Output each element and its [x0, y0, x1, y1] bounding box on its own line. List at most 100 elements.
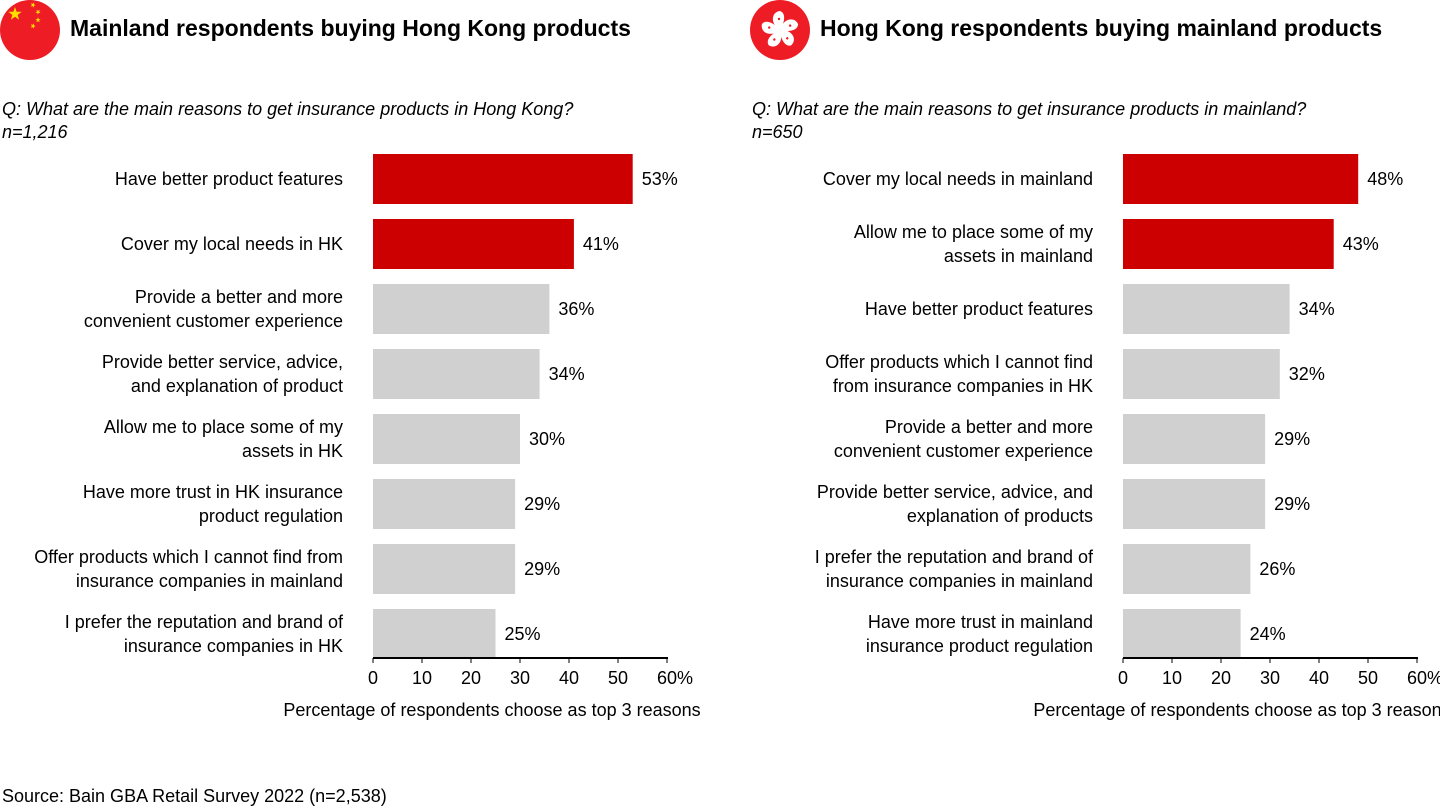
category-label: insurance product regulation [866, 636, 1093, 656]
category-label: insurance companies in HK [124, 636, 343, 656]
x-axis-label: Percentage of respondents choose as top … [1033, 700, 1440, 720]
category-label: Have more trust in HK insurance [83, 482, 343, 502]
category-label: Have better product features [865, 299, 1093, 319]
category-label: Provide a better and more [885, 417, 1093, 437]
data-label: 43% [1343, 234, 1379, 254]
category-label: convenient customer experience [834, 441, 1093, 461]
bar [373, 219, 574, 269]
flag-disc [0, 0, 60, 60]
bar [373, 609, 496, 659]
petal-mark [777, 17, 781, 21]
category-label: Allow me to place some of my [854, 222, 1093, 242]
data-label: 25% [505, 624, 541, 644]
data-label: 41% [583, 234, 619, 254]
data-label: 26% [1259, 559, 1295, 579]
x-tick-label: 40 [1309, 668, 1329, 688]
category-label: Provide better service, advice, and [817, 482, 1093, 502]
bar [373, 479, 516, 529]
question-text: Q: What are the main reasons to get insu… [752, 99, 1306, 119]
category-label: I prefer the reputation and brand of [815, 547, 1094, 567]
bar [373, 154, 633, 204]
category-label: insurance companies in mainland [76, 571, 343, 591]
category-label: assets in mainland [944, 246, 1093, 266]
petal-shape [780, 19, 799, 31]
x-tick-label: 30 [510, 668, 530, 688]
category-label: convenient customer experience [84, 311, 343, 331]
category-label: and explanation of product [131, 376, 343, 396]
bar [1123, 609, 1241, 659]
category-label: Cover my local needs in HK [121, 234, 343, 254]
category-label: Provide a better and more [135, 287, 343, 307]
bauhinia-petal [767, 29, 782, 47]
category-label: from insurance companies in HK [833, 376, 1093, 396]
data-label: 34% [1299, 299, 1335, 319]
data-label: 29% [1274, 494, 1310, 514]
category-label: Have more trust in mainland [868, 612, 1093, 632]
x-tick-label: 0 [368, 668, 378, 688]
data-label: 32% [1289, 364, 1325, 384]
category-label: Offer products which I cannot find from [34, 547, 343, 567]
chart-title: Hong Kong respondents buying mainland pr… [820, 15, 1382, 41]
x-tick-label: 0 [1118, 668, 1128, 688]
category-label: I prefer the reputation and brand of [65, 612, 344, 632]
bar [1123, 154, 1359, 204]
data-label: 29% [524, 559, 560, 579]
petal-mark [773, 38, 776, 41]
category-label: insurance companies in mainland [826, 571, 1093, 591]
x-tick-label: 60% [657, 668, 693, 688]
category-label: explanation of products [907, 506, 1093, 526]
data-label: 24% [1250, 624, 1286, 644]
bauhinia-petal [780, 19, 799, 31]
data-label: 30% [529, 429, 565, 449]
bar [373, 284, 550, 334]
x-tick-label: 50 [1358, 668, 1378, 688]
bar [373, 349, 540, 399]
bauhinia-petal [772, 11, 785, 30]
data-label: 48% [1367, 169, 1403, 189]
x-axis-label: Percentage of respondents choose as top … [283, 700, 700, 720]
x-tick-label: 10 [1162, 668, 1182, 688]
flag-star [35, 17, 41, 23]
china-flag-icon [0, 0, 60, 60]
x-tick-label: 50 [608, 668, 628, 688]
sample-size: n=650 [752, 122, 803, 142]
bar [373, 414, 520, 464]
flag-star [30, 23, 36, 29]
bar [1123, 349, 1280, 399]
category-label: Offer products which I cannot find [825, 352, 1093, 372]
category-label: Cover my local needs in mainland [823, 169, 1093, 189]
category-label: Provide better service, advice, [102, 352, 343, 372]
data-label: 34% [549, 364, 585, 384]
category-label: Allow me to place some of my [104, 417, 343, 437]
data-label: 29% [524, 494, 560, 514]
hong-kong-flag-icon [750, 0, 810, 60]
x-tick-label: 20 [461, 668, 481, 688]
petal-mark [768, 26, 771, 29]
chart-panel-2: Hong Kong respondents buying mainland pr… [752, 15, 1440, 720]
bar [1123, 414, 1266, 464]
chart-title: Mainland respondents buying Hong Kong pr… [70, 15, 631, 41]
flag-star [30, 2, 36, 8]
bauhinia-petal [780, 29, 794, 46]
petal-mark [788, 24, 792, 27]
chart-svg: Mainland respondents buying Hong Kong pr… [0, 0, 1440, 720]
bar [1123, 219, 1334, 269]
petal-shape [772, 11, 785, 30]
flag-star [35, 9, 41, 15]
category-label: Have better product features [115, 169, 343, 189]
chart-panel-1: Mainland respondents buying Hong Kong pr… [2, 15, 701, 720]
petal-shape [767, 29, 782, 47]
category-label: assets in HK [242, 441, 343, 461]
question-text: Q: What are the main reasons to get insu… [2, 99, 573, 119]
x-tick-label: 30 [1260, 668, 1280, 688]
bar [1123, 479, 1266, 529]
bauhinia-petal [761, 21, 780, 34]
bar [373, 544, 516, 594]
bar [1123, 544, 1251, 594]
x-tick-label: 20 [1211, 668, 1231, 688]
data-label: 29% [1274, 429, 1310, 449]
bar [1123, 284, 1290, 334]
flag-star [8, 7, 22, 20]
x-tick-label: 40 [559, 668, 579, 688]
